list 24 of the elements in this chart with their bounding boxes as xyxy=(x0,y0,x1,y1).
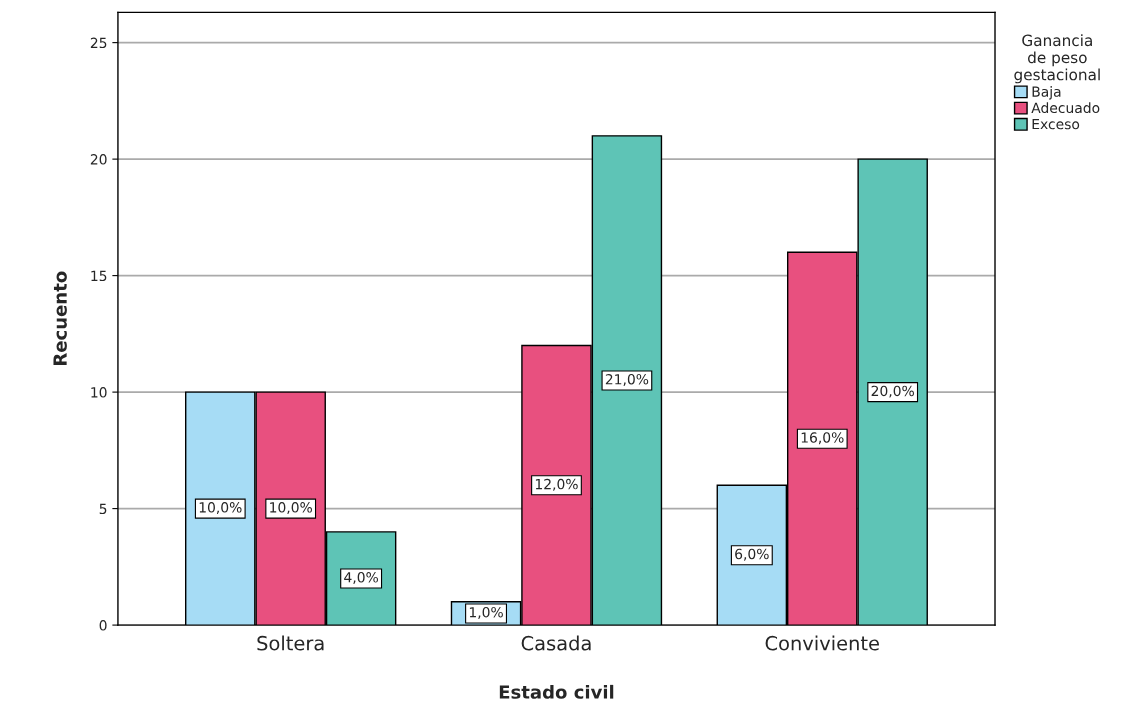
data-label: 10,0% xyxy=(270,502,312,515)
legend-label: Adecuado xyxy=(1031,102,1100,114)
y-tick-label: 25 xyxy=(90,37,107,49)
x-tick-label: Conviviente xyxy=(765,635,879,651)
legend-title: Ganancia de peso gestacional xyxy=(1014,34,1100,84)
y-tick-label: 20 xyxy=(90,154,107,165)
data-label: 6,0% xyxy=(735,548,769,561)
data-label: 4,0% xyxy=(344,572,378,584)
legend-label: Exceso xyxy=(1032,118,1080,130)
data-label: 1,0% xyxy=(469,606,503,619)
x-axis-title: Estado civil xyxy=(499,684,614,699)
data-label: 12,0% xyxy=(535,478,578,491)
data-label: 20,0% xyxy=(871,385,914,398)
y-tick-label: 5 xyxy=(99,503,107,515)
y-axis-title: Recuento xyxy=(53,271,67,365)
data-label: 16,0% xyxy=(801,432,844,445)
legend-label: Baja xyxy=(1032,86,1061,100)
y-tick-label: 10 xyxy=(91,387,107,398)
y-tick-label: 15 xyxy=(91,270,107,282)
x-tick-label: Soltera xyxy=(257,635,324,651)
x-tick-label: Casada xyxy=(521,635,591,651)
data-label: 10,0% xyxy=(199,502,242,515)
data-label: 21,0% xyxy=(605,373,649,386)
y-tick-label: 0 xyxy=(99,620,107,631)
